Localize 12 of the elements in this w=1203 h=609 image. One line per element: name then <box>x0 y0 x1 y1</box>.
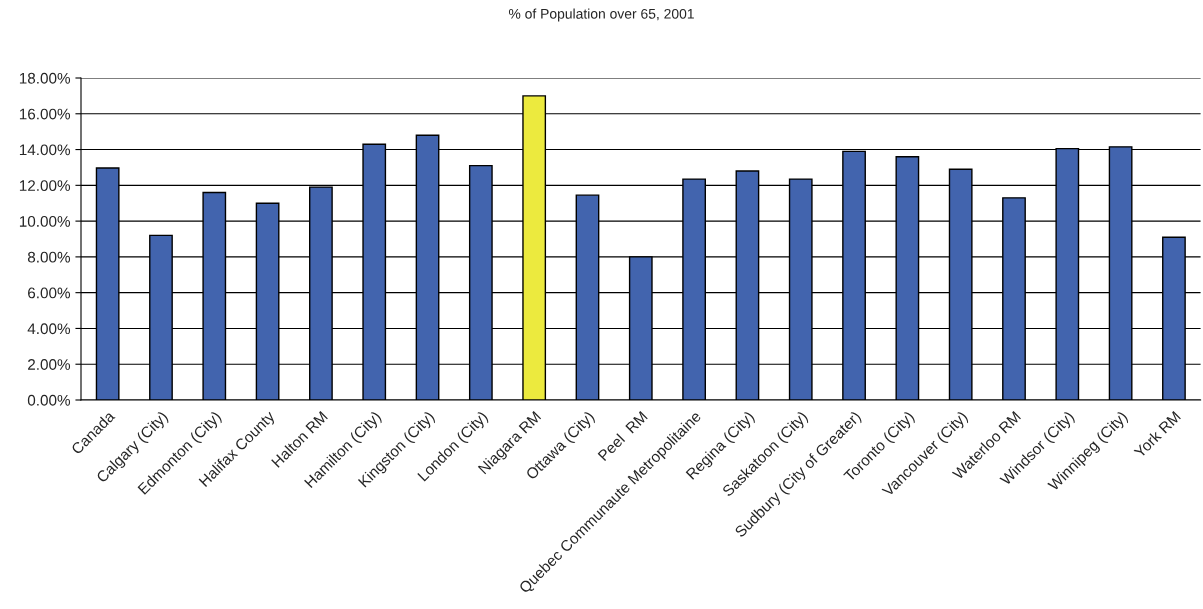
y-tick-label: 12.00% <box>19 180 71 192</box>
y-tick-label: 2.00% <box>28 359 71 370</box>
y-tick-label: 16.00% <box>19 108 71 120</box>
y-tick-label: 4.00% <box>27 323 71 335</box>
y-tick-label: 0.00% <box>27 394 71 406</box>
y-tick-label: 6.00% <box>28 287 71 299</box>
y-tick-label: 14.00% <box>19 144 71 156</box>
x-tick-label: York RM <box>1133 410 1181 459</box>
y-tick-label: 8.00% <box>27 251 71 263</box>
y-tick-label: 18.00% <box>19 72 71 84</box>
chart-title: % of Population over 65, 2001 <box>508 8 694 22</box>
y-tick-label: 10.00% <box>19 215 71 227</box>
